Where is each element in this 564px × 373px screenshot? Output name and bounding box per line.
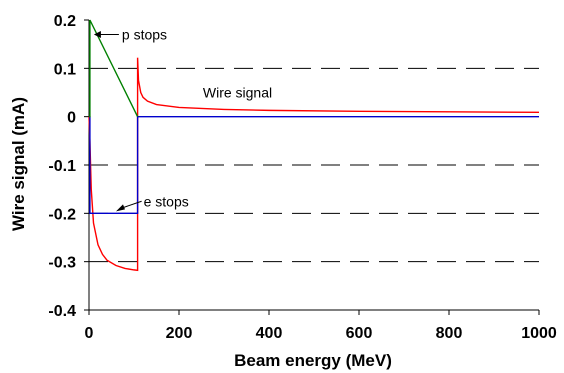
y-tick-label-1: -0.3	[48, 255, 76, 272]
x-axis-title: Beam energy (MeV)	[234, 351, 392, 370]
x-tick-label-0: 0	[85, 325, 94, 342]
y-tick-label-3: -0.1	[48, 158, 76, 175]
wire-signal-series	[88, 57, 540, 272]
wire-signal-label: Wire signal	[203, 85, 272, 101]
x-tick-label-1: 200	[166, 325, 193, 342]
y-axis-title: Wire signal (mA)	[9, 97, 28, 231]
y-tick-label-6: 0.2	[54, 13, 76, 30]
grid-layer	[89, 67, 539, 263]
x-tick-label-4: 800	[436, 325, 463, 342]
y-tick-label-4: 0	[67, 110, 76, 127]
x-tick-label-3: 600	[346, 325, 373, 342]
p-stops-series	[89, 19, 139, 118]
p-stops-label: p stops	[122, 27, 167, 43]
y-tick-label-0: -0.4	[48, 303, 76, 320]
e-stops-arrowhead	[116, 204, 125, 212]
p-stops-arrowhead	[93, 31, 101, 38]
axis-layer: -0.4 -0.3 -0.2 -0.1 0 0.1 0.2 0 200 400 600 800 1000	[48, 13, 556, 342]
e-stops-arrow-line	[120, 200, 142, 209]
x-tick-label-2: 400	[256, 325, 283, 342]
series-layer	[88, 19, 540, 272]
y-tick-label-2: -0.2	[48, 206, 76, 223]
x-tick-label-5: 1000	[521, 325, 557, 342]
e-stops-label: e stops	[144, 193, 189, 209]
annotation-layer: p stops Wire signal e stops	[93, 27, 272, 212]
y-tick-label-5: 0.1	[54, 61, 76, 78]
